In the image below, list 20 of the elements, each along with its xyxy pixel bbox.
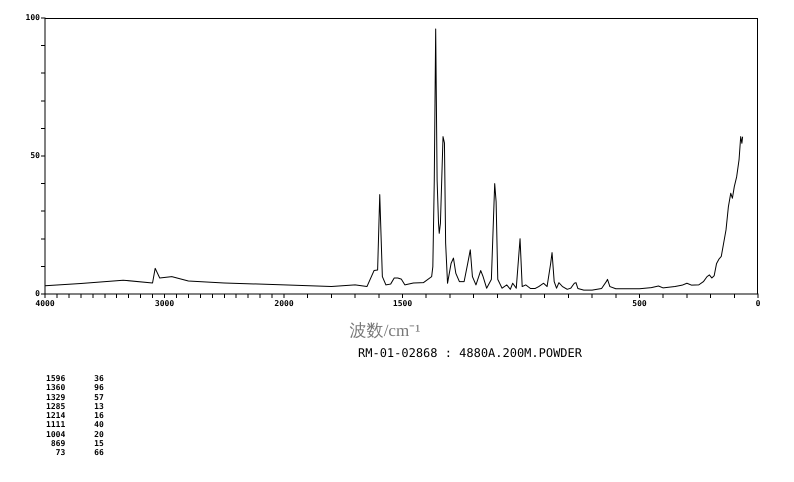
text: 869 15	[50, 439, 104, 448]
x-axis-title: 波数/cm⁻¹	[348, 320, 422, 342]
text: 1111 40	[46, 420, 104, 430]
text: 1004 20	[46, 430, 104, 439]
y-tick-label: 50	[30, 151, 40, 160]
y-tick-label: 0	[35, 289, 40, 298]
text: 1596 36	[46, 374, 104, 383]
x-tick-label: 3000	[154, 298, 174, 308]
x-tick-label: 4000	[35, 298, 55, 308]
x-tick-label: 2000	[274, 298, 294, 308]
x-tick-label: 1500	[392, 298, 412, 308]
text: 1360 96	[46, 383, 104, 392]
text: 1329 57	[46, 392, 104, 402]
x-tick-label: 500	[632, 298, 647, 308]
text: 1285 13	[46, 402, 104, 411]
text: RM-01-02868 : 4880A.200M.POWDER	[357, 346, 583, 360]
x-tick-label: 0	[756, 298, 761, 308]
text: 73 66	[56, 448, 104, 458]
y-tick-label: 100	[26, 13, 40, 22]
text: 1214 16	[46, 411, 104, 420]
